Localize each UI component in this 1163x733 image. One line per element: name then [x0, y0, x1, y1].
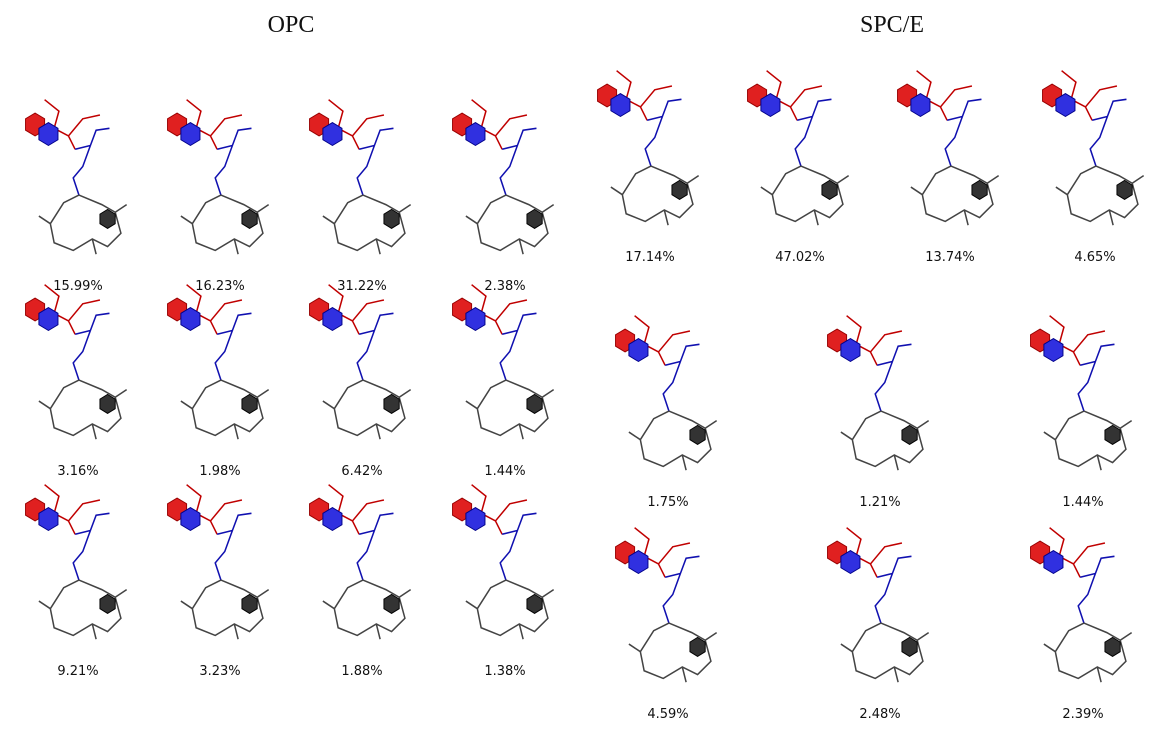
molecule-structure	[26, 285, 127, 440]
molecule-structure	[828, 316, 929, 471]
population-label: 47.02%	[775, 250, 825, 265]
molecule-structure	[898, 71, 999, 226]
population-label: 13.74%	[925, 250, 975, 265]
population-label: 2.38%	[484, 279, 525, 294]
molecule-structure	[168, 100, 269, 255]
population-label: 1.38%	[484, 664, 525, 679]
population-label: 17.14%	[625, 250, 675, 265]
population-label: 2.39%	[1062, 707, 1103, 722]
molecule-structure	[453, 485, 554, 640]
population-label: 15.99%	[53, 279, 103, 294]
molecule-structure	[453, 285, 554, 440]
population-label: 3.23%	[199, 664, 240, 679]
population-label: 1.44%	[1062, 495, 1103, 510]
population-label: 1.75%	[647, 495, 688, 510]
panel-title: SPC/E	[860, 12, 924, 38]
molecule-structure	[168, 285, 269, 440]
molecule-structure	[598, 71, 699, 226]
population-label: 4.65%	[1074, 250, 1115, 265]
molecule-structure	[1043, 71, 1144, 226]
population-label: 3.16%	[57, 464, 98, 479]
molecule-structure	[616, 316, 717, 471]
panel-title: OPC	[268, 12, 315, 38]
molecule-structure	[748, 71, 849, 226]
molecule-structure	[1031, 528, 1132, 683]
population-label: 1.98%	[199, 464, 240, 479]
population-label: 2.48%	[859, 707, 900, 722]
molecule-structure	[26, 485, 127, 640]
population-label: 1.21%	[859, 495, 900, 510]
molecule-structure	[616, 528, 717, 683]
molecule-structure	[1031, 316, 1132, 471]
population-label: 6.42%	[341, 464, 382, 479]
population-label: 4.59%	[647, 707, 688, 722]
population-label: 1.88%	[341, 664, 382, 679]
molecule-structure	[828, 528, 929, 683]
population-label: 31.22%	[337, 279, 387, 294]
molecule-structure	[310, 100, 411, 255]
molecule-structure	[453, 100, 554, 255]
figure: OPC SPC/E 15.99% 16.23% 31.22% 2.38% 3.16% 1.…	[0, 0, 1163, 728]
molecule-structure	[168, 485, 269, 640]
molecule-structure	[310, 285, 411, 440]
molecule-structure	[26, 100, 127, 255]
molecule-structure	[310, 485, 411, 640]
population-label: 1.44%	[484, 464, 525, 479]
population-label: 16.23%	[195, 279, 245, 294]
population-label: 9.21%	[57, 664, 98, 679]
